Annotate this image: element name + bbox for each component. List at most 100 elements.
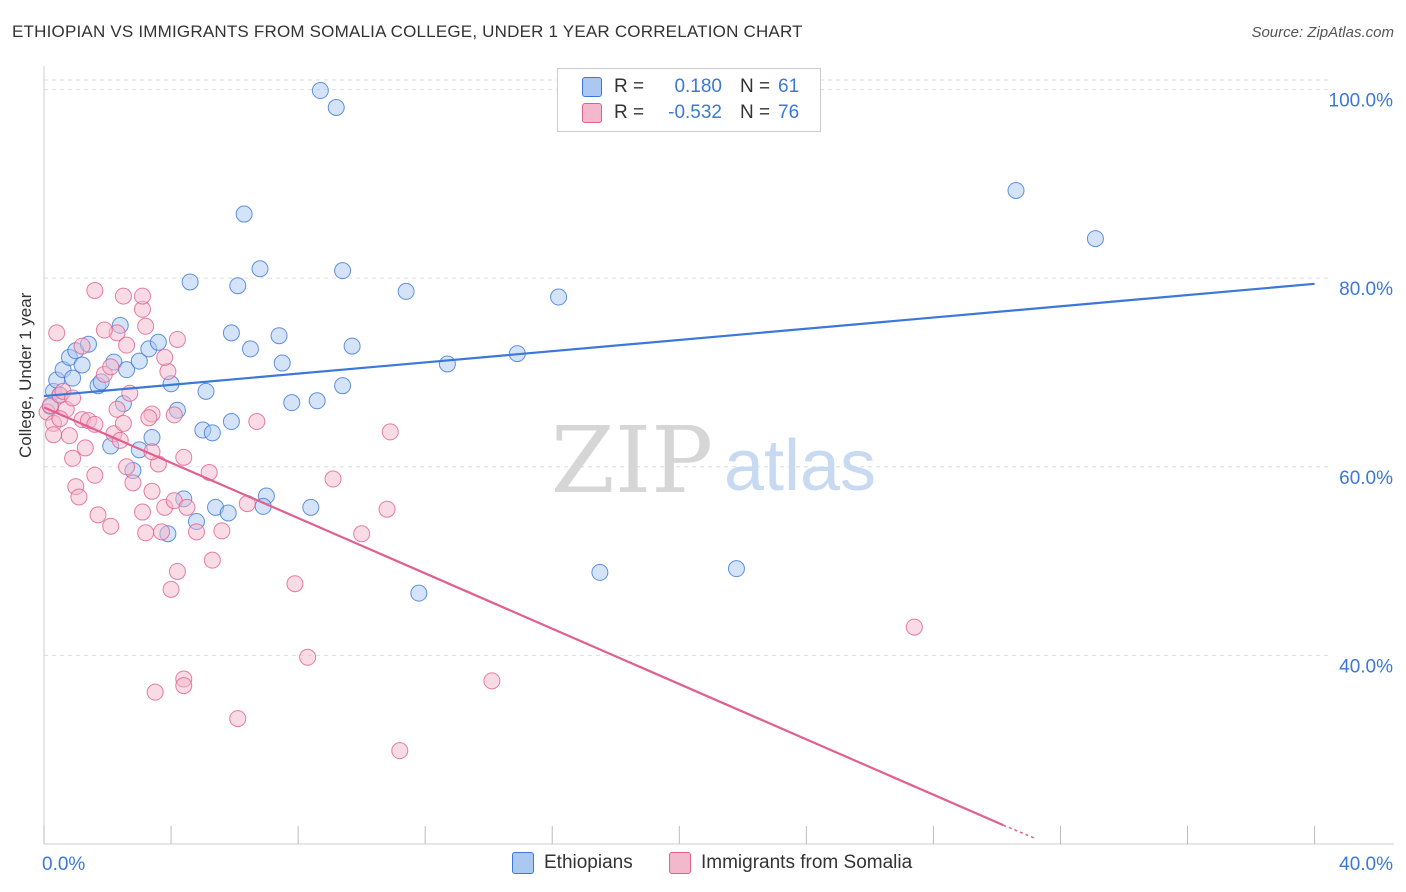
point-ethiopians [219, 504, 237, 522]
source-label: Source: ZipAtlas.com [1251, 24, 1394, 41]
point-ethiopians [270, 327, 288, 345]
point-somalia [248, 413, 266, 431]
point-somalia [353, 525, 371, 543]
legend-label: Ethiopians [544, 852, 633, 873]
point-somalia [76, 439, 94, 457]
point-somalia [175, 448, 193, 466]
r-value: 0.180 [674, 76, 722, 97]
stats-row-ethiopians: R = 0.180 N = 61 [582, 75, 818, 99]
point-somalia [137, 317, 155, 335]
point-somalia [299, 648, 317, 666]
point-ethiopians [1007, 181, 1025, 199]
point-ethiopians [64, 369, 82, 387]
point-somalia [133, 503, 151, 521]
point-somalia [156, 348, 174, 366]
point-somalia [143, 482, 161, 500]
point-somalia [175, 677, 193, 695]
tick-labels: 100.0% 80.0% 60.0% 40.0% 0.0% 40.0% [42, 91, 1393, 875]
stats-legend: R = 0.180 N = 61 R = -0.532 N = 76 [557, 68, 821, 132]
trend-line-ethiopians [43, 282, 1315, 398]
point-somalia [89, 506, 107, 524]
trend-line-somalia-extension [1003, 824, 1036, 840]
point-ethiopians [222, 413, 240, 431]
n-value: 61 [778, 76, 800, 97]
point-ethiopians [311, 82, 329, 100]
point-somalia [114, 414, 132, 432]
point-somalia [114, 287, 132, 305]
point-ethiopians [302, 498, 320, 516]
point-ethiopians [251, 260, 269, 278]
point-somalia [483, 672, 501, 690]
point-ethiopians [235, 205, 253, 223]
point-ethiopians [1086, 230, 1104, 248]
point-somalia [146, 683, 164, 701]
point-ethiopians [334, 377, 352, 395]
point-ethiopians [149, 333, 167, 351]
point-ethiopians [327, 98, 345, 116]
point-somalia [70, 488, 88, 506]
point-somalia [102, 517, 120, 535]
point-somalia [203, 551, 221, 569]
point-ethiopians [397, 282, 415, 300]
point-somalia [51, 410, 69, 428]
trend-layer [43, 282, 1315, 840]
y-tick-label: 40.0% [1339, 656, 1393, 677]
point-somalia [64, 449, 82, 467]
x-tick-label-left: 0.0% [42, 854, 85, 875]
point-somalia [213, 522, 231, 540]
point-ethiopians [727, 560, 745, 578]
watermark: ZIP atlas [551, 407, 876, 514]
point-ethiopians [203, 424, 221, 442]
point-somalia [178, 498, 196, 516]
point-somalia [45, 426, 63, 444]
point-ethiopians [143, 429, 161, 447]
point-somalia [124, 474, 142, 492]
point-somalia [108, 400, 126, 418]
legend-label: Immigrants from Somalia [701, 852, 913, 873]
point-somalia [324, 470, 342, 488]
points-layer [38, 82, 1104, 760]
watermark-atlas: atlas [724, 426, 876, 506]
point-somalia [118, 336, 136, 354]
point-somalia [153, 523, 171, 541]
point-somalia [73, 337, 91, 355]
point-somalia [118, 458, 136, 476]
point-somalia [162, 580, 180, 598]
legend-item-somalia[interactable]: Immigrants from Somalia [669, 852, 912, 874]
x-tick-label-right: 40.0% [1339, 854, 1393, 875]
y-tick-label: 80.0% [1339, 279, 1393, 300]
point-ethiopians [550, 288, 568, 306]
legend-swatch-pink [669, 852, 691, 874]
r-key: R = [614, 76, 645, 97]
point-ethiopians [343, 337, 361, 355]
point-somalia [86, 466, 104, 484]
series-legend: Ethiopians Immigrants from Somalia [0, 852, 1406, 878]
point-ethiopians [197, 382, 215, 400]
point-ethiopians [273, 354, 291, 372]
y-tick-label: 60.0% [1339, 468, 1393, 489]
point-somalia [140, 409, 158, 427]
y-axis-label: College, Under 1 year [16, 292, 35, 458]
point-somalia [133, 287, 151, 305]
point-somalia [187, 523, 205, 541]
point-ethiopians [130, 352, 148, 370]
point-somalia [381, 423, 399, 441]
point-somalia [378, 500, 396, 518]
point-somalia [137, 524, 155, 542]
point-ethiopians [334, 262, 352, 280]
point-somalia [168, 562, 186, 580]
legend-item-ethiopians[interactable]: Ethiopians [512, 852, 633, 874]
point-somalia [159, 363, 177, 381]
point-ethiopians [229, 277, 247, 295]
point-somalia [391, 742, 409, 760]
point-ethiopians [283, 394, 301, 412]
axis-layer [43, 66, 1394, 845]
chart-title: ETHIOPIAN VS IMMIGRANTS FROM SOMALIA COL… [12, 22, 803, 41]
y-tick-label: 100.0% [1329, 91, 1394, 112]
point-somalia [905, 618, 923, 636]
point-somalia [86, 281, 104, 299]
r-value: -0.532 [668, 102, 722, 123]
point-somalia [48, 324, 66, 342]
point-somalia [168, 330, 186, 348]
